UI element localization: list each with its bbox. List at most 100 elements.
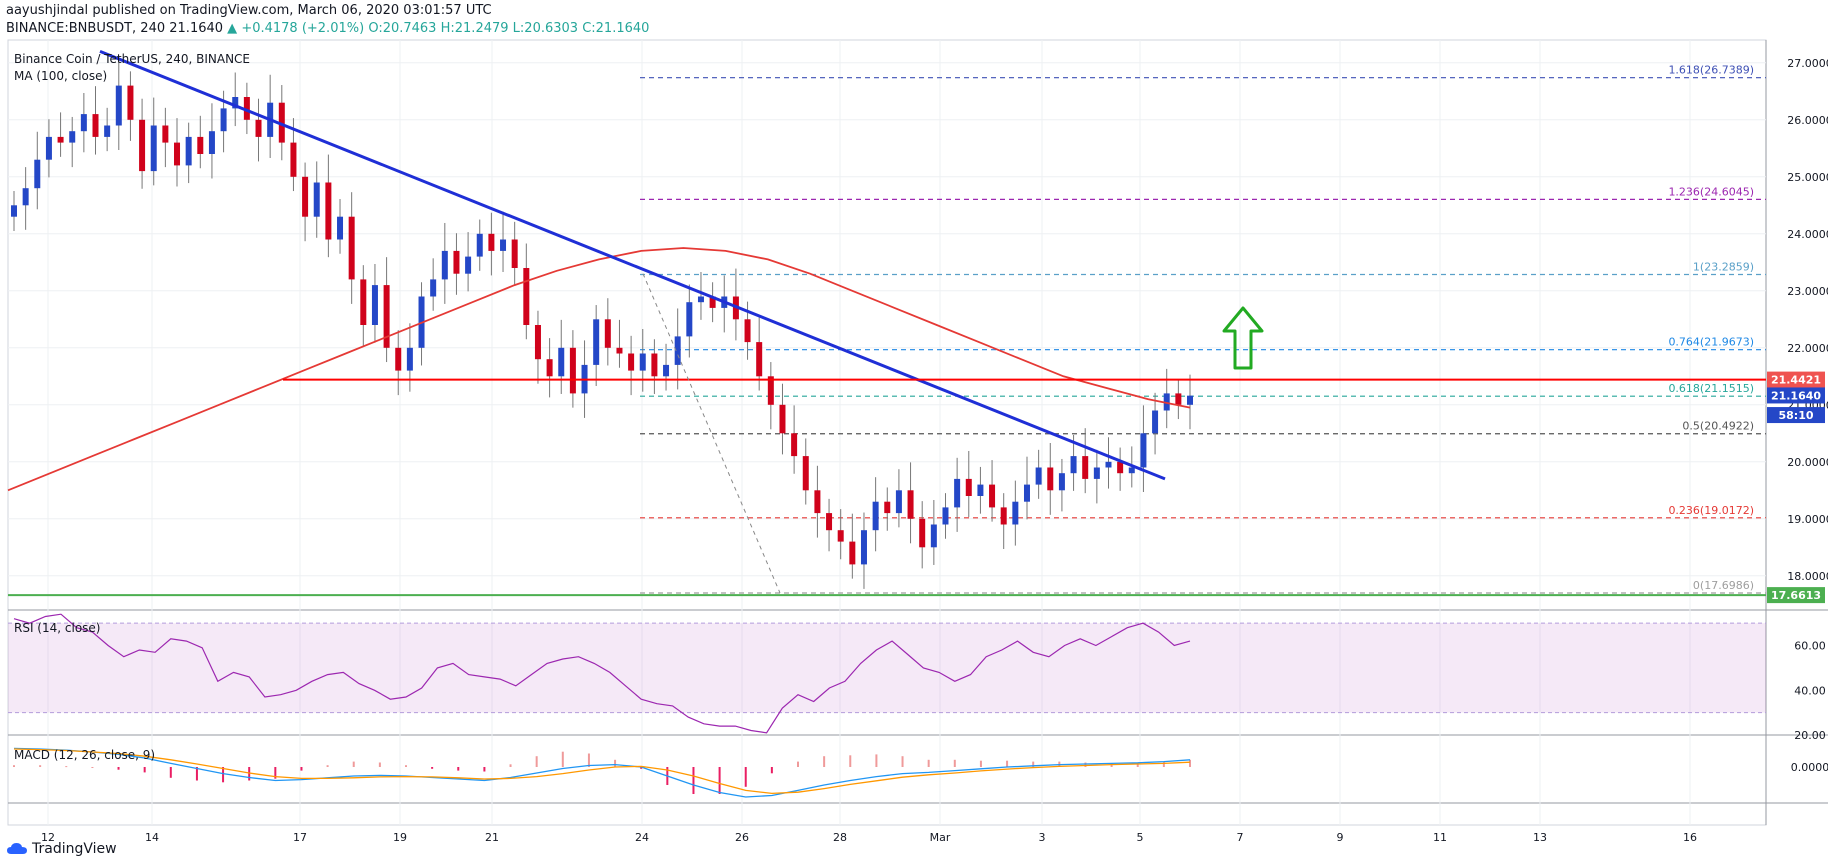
candle	[476, 219, 483, 271]
open-price: O:20.7463	[368, 21, 437, 36]
fib-level-label: 0.236(19.0172)	[1668, 504, 1754, 517]
candle-body	[11, 205, 17, 217]
candle-body	[628, 353, 635, 371]
candle	[954, 457, 961, 532]
price-tick-label: 18.0000	[1787, 570, 1828, 583]
candle-body	[80, 114, 87, 132]
signal-line	[13, 748, 1191, 795]
macd-histogram-bar	[274, 767, 277, 779]
candle-body	[255, 119, 262, 137]
candle-body	[1058, 473, 1065, 491]
fib-level-label: 0.618(21.1515)	[1668, 382, 1754, 395]
candle-body	[127, 85, 134, 120]
candle-body	[465, 256, 472, 274]
candle-body	[430, 279, 437, 297]
close-price: C:21.1640	[582, 21, 650, 36]
candle-body	[791, 433, 798, 457]
candle	[174, 118, 181, 187]
candle	[534, 310, 541, 384]
candle-body	[395, 347, 402, 371]
rsi-legend: RSI (14, close)	[14, 621, 101, 635]
symbol-legend: Binance Coin / TetherUS, 240, BINANCE	[14, 52, 251, 66]
cloud-icon	[7, 843, 27, 854]
price-tag-label: 21.4421	[1771, 374, 1821, 387]
price-tick-label: 19.0000	[1787, 513, 1828, 526]
candle-body	[185, 136, 192, 166]
candle-body	[558, 347, 565, 377]
time-tick-label: 9	[1337, 831, 1344, 844]
candle-body	[174, 142, 181, 166]
candle-body	[302, 176, 309, 217]
last-price: 21.1640	[169, 21, 224, 36]
candle-body	[500, 239, 507, 251]
macd-histogram-bar	[483, 767, 486, 772]
macd-tick-label: 0.0000	[1791, 761, 1828, 774]
time-tick-label: 26	[735, 831, 749, 844]
time-tick-label: 17	[293, 831, 307, 844]
macd-histogram-bar	[640, 767, 643, 769]
candle-body	[697, 296, 704, 303]
price-change: ▲ +0.4178 (+2.01%)	[227, 21, 365, 36]
candle-body	[1000, 507, 1007, 525]
candle-body	[57, 136, 64, 143]
macd-histogram-bar	[326, 765, 329, 767]
time-tick-label: 24	[635, 831, 649, 844]
candle	[686, 284, 693, 358]
macd-histogram-bar	[222, 767, 225, 783]
time-tick-label: 28	[833, 831, 847, 844]
author-name[interactable]: aayushjindal	[6, 3, 89, 18]
candle-body	[104, 125, 111, 137]
candle	[313, 161, 320, 238]
candle-body	[453, 250, 460, 274]
candle	[826, 498, 833, 552]
candle	[639, 328, 646, 392]
candle	[837, 509, 844, 560]
candle-body	[34, 159, 41, 189]
candle-body	[441, 250, 448, 280]
price-tag	[1767, 371, 1825, 388]
price-tag-label: 21.1640	[1771, 389, 1821, 402]
candle	[104, 107, 111, 152]
candle	[965, 450, 972, 518]
rsi-tick-label: 40.00	[1794, 684, 1826, 697]
time-tick-label: 19	[393, 831, 407, 844]
candle	[115, 61, 122, 151]
macd-histogram-bar	[797, 761, 799, 767]
candle	[430, 258, 437, 311]
candle-body	[313, 182, 320, 217]
time-tick-label: 13	[1533, 831, 1547, 844]
candle	[302, 162, 309, 242]
candle	[802, 438, 809, 505]
candle-body	[115, 85, 122, 126]
macd-histogram-bar	[405, 765, 407, 767]
macd-histogram-bar	[770, 767, 773, 774]
candle	[523, 243, 530, 340]
candle-body	[197, 136, 204, 154]
candle	[1070, 435, 1077, 491]
candle-body	[523, 268, 530, 325]
macd-histogram-bar	[692, 767, 695, 794]
price-tag-label: 17.6613	[1771, 589, 1821, 602]
candle-body	[989, 484, 996, 508]
candle-body	[476, 233, 483, 257]
candle-body	[954, 478, 961, 508]
price-tick-label: 24.0000	[1787, 228, 1828, 241]
macd-histogram-bar	[1032, 761, 1035, 767]
fib-swing-line	[642, 273, 781, 594]
fib-level-label: 1(23.2859)	[1693, 261, 1754, 274]
candle-body	[243, 97, 250, 120]
fib-level-label: 0.5(20.4922)	[1682, 420, 1754, 433]
candle	[628, 335, 635, 396]
macd-histogram-bar	[39, 765, 42, 767]
candle	[663, 343, 670, 391]
candle	[232, 72, 239, 127]
candle	[651, 339, 658, 394]
macd-histogram-bar	[378, 762, 381, 767]
tradingview-logo[interactable]: TradingView	[6, 841, 117, 857]
candle-body	[907, 490, 914, 519]
candle	[34, 131, 41, 210]
candle	[150, 97, 157, 186]
candle	[511, 221, 518, 286]
